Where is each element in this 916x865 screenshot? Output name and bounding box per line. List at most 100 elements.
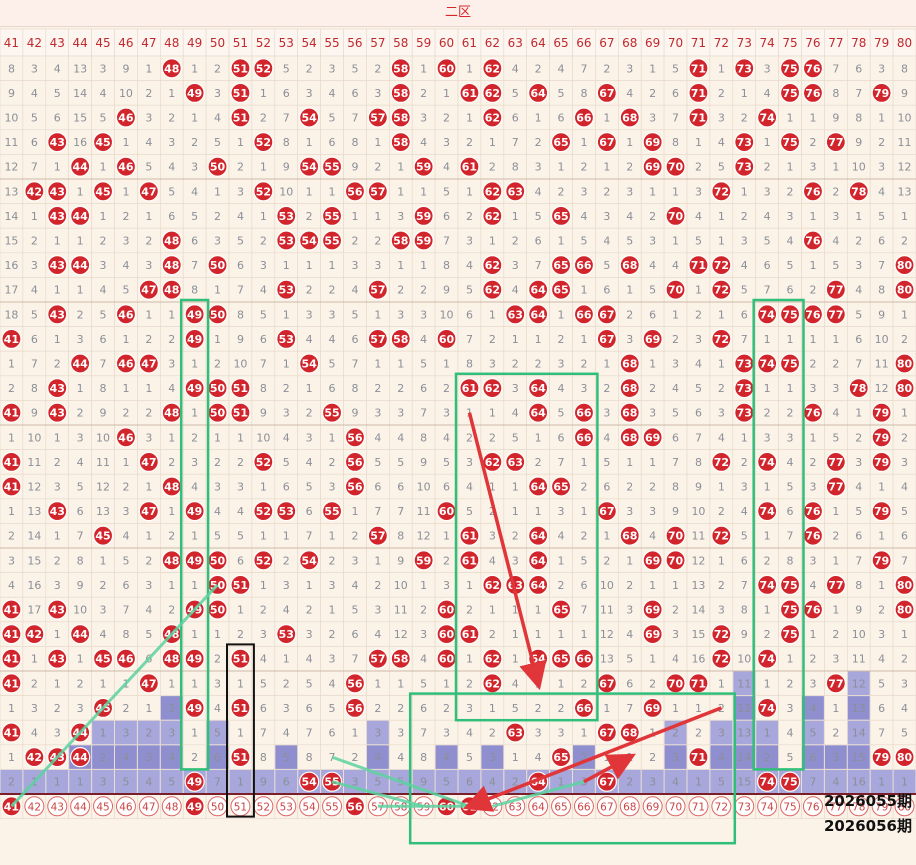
miss-count: 18 [4,308,18,321]
miss-count: 5 [580,554,587,567]
svg-text:68: 68 [622,407,637,420]
miss-count: 8 [672,481,679,494]
hit-ball: 70 [665,156,686,177]
miss-count: 5 [306,481,313,494]
svg-text:62: 62 [485,382,500,395]
svg-text:48: 48 [164,284,179,297]
miss-count: 6 [306,702,313,715]
svg-text:54: 54 [301,235,317,248]
miss-count: 4 [191,481,198,494]
next-circle: 55 [322,796,343,817]
miss-count: 1 [237,431,244,444]
svg-text:69: 69 [645,136,660,149]
hit-ball: 61 [459,82,480,104]
svg-text:74: 74 [759,456,775,469]
miss-count: 2 [420,604,427,617]
svg-text:59: 59 [416,554,431,567]
miss-count: 3 [122,235,129,248]
miss-count: 1 [466,112,473,125]
miss-count: 2 [558,185,565,198]
header-number: 47 [141,36,156,50]
miss-count: 1 [306,136,313,149]
miss-count: 1 [535,333,542,346]
miss-count: 5 [466,505,473,518]
svg-text:41: 41 [4,628,19,641]
hit-ball: 75 [779,771,801,792]
miss-count: 5 [787,481,794,494]
miss-count: 1 [306,579,313,592]
miss-count: 4 [832,235,839,248]
svg-text:56: 56 [347,800,363,813]
miss-count: 4 [420,136,427,149]
miss-count: 3 [718,604,725,617]
miss-count: 7 [855,554,862,567]
table-row [0,523,916,549]
miss-count: 8 [832,87,839,100]
miss-count: 2 [145,87,152,100]
miss-count: 1 [535,628,542,641]
next-circle: 51 [230,796,251,817]
hit-ball: 43 [47,181,68,202]
miss-count: 1 [718,358,725,371]
hit-ball: 51 [230,574,251,596]
miss-count: 2 [649,210,656,223]
hit-ball: 46 [115,353,137,374]
miss-count: 1 [145,62,152,75]
svg-text:72: 72 [714,653,729,666]
miss-count: 8 [878,284,885,297]
hit-ball: 49 [184,304,205,325]
svg-text:77: 77 [828,677,843,690]
miss-count: 3 [764,185,771,198]
miss-count: 1 [901,628,908,641]
miss-count: 5 [283,751,290,764]
hit-ball: 44 [70,255,91,276]
hit-ball: 80 [894,599,915,620]
hit-ball: 79 [871,501,892,522]
miss-count: 6 [580,579,587,592]
svg-text:76: 76 [805,505,821,518]
miss-count: 3 [489,751,496,764]
miss-count: 3 [168,727,175,740]
hit-ball: 51 [230,402,251,423]
svg-text:79: 79 [874,87,889,100]
miss-count: 5 [100,112,107,125]
miss-count: 8 [100,382,107,395]
miss-count: 4 [603,235,610,248]
miss-count: 2 [603,62,610,75]
hit-ball: 43 [47,402,68,423]
hit-ball: 53 [276,279,297,300]
miss-count: 11 [96,456,110,469]
hit-ball: 58 [390,648,411,669]
miss-count: 1 [397,358,404,371]
hit-ball: 57 [367,525,388,546]
miss-count: 3 [787,702,794,715]
miss-count: 1 [237,604,244,617]
miss-count: 4 [672,653,679,666]
miss-count: 5 [31,308,38,321]
miss-count: 14 [852,727,866,740]
miss-count: 4 [558,382,565,395]
hit-ball: 79 [871,746,892,768]
hit-ball: 80 [894,574,915,596]
miss-count: 2 [580,530,587,543]
svg-text:75: 75 [782,776,797,789]
svg-text:57: 57 [370,333,385,346]
hit-ball: 62 [482,255,503,276]
svg-text:65: 65 [553,751,568,764]
hit-ball: 73 [734,132,755,153]
miss-count: 8 [260,382,267,395]
hit-ball: 62 [482,205,503,226]
miss-count: 2 [878,136,885,149]
miss-count: 5 [603,456,610,469]
miss-count: 1 [580,284,587,297]
miss-count: 1 [718,308,725,321]
svg-text:48: 48 [164,481,179,494]
miss-count: 11 [27,456,41,469]
miss-count: 7 [672,112,679,125]
miss-count: 4 [855,481,862,494]
miss-count: 2 [901,653,908,666]
hit-ball: 79 [871,82,892,104]
svg-text:56: 56 [347,456,363,469]
hit-ball: 71 [688,58,709,79]
miss-count: 2 [672,333,679,346]
